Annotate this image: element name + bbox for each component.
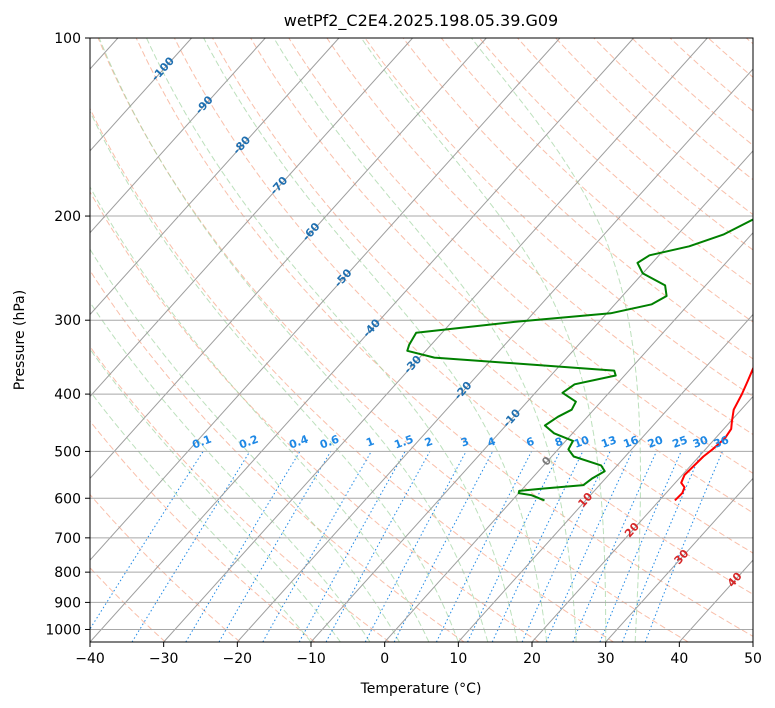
mixing-ratio-label: 1.5 [393, 433, 416, 452]
mixing-ratio-line [545, 451, 633, 642]
y-tick-label: 900 [54, 595, 81, 611]
isotherm-line [90, 38, 192, 152]
isotherm-line [457, 313, 753, 642]
x-tick-label: −30 [149, 651, 179, 667]
dry-adiabat-line [90, 107, 614, 642]
series-lines [406, 218, 753, 502]
mixing-ratio-label: 4 [486, 435, 498, 450]
mixing-ratio-label: 0.2 [237, 433, 260, 452]
isotherm-line [90, 38, 340, 316]
moist-adiabat-line [90, 248, 400, 642]
dry-adiabat-line [288, 38, 753, 474]
isotherm-line [531, 395, 753, 642]
moist-adiabat-line [90, 110, 459, 642]
mixing-ratio-label: 6 [524, 435, 536, 450]
dry-adiabat-line [440, 38, 753, 323]
y-tick-label: 400 [54, 387, 81, 403]
x-tick-label: −40 [75, 651, 105, 667]
dry-adiabat-line [90, 269, 465, 642]
x-tick-label: 50 [744, 651, 762, 667]
moist-adiabat-line [360, 38, 607, 642]
x-tick-label: −20 [223, 651, 253, 667]
y-tick-label: 600 [54, 491, 81, 507]
isotherm-line [236, 68, 753, 642]
dry-adiabat-line [250, 38, 753, 514]
y-tick-label: 100 [54, 31, 81, 47]
dry-adiabat-line [212, 38, 753, 554]
moist-adiabat-line [90, 301, 371, 642]
mixing-ratio-line [621, 451, 703, 642]
mixing-ratio-label: 0.1 [191, 433, 214, 452]
mixing-ratio-line [435, 451, 532, 642]
mixing-ratio-label: 10 [572, 433, 591, 451]
moist-adiabat-line [90, 185, 430, 642]
mixing-ratio-label: 20 [646, 433, 665, 451]
temperature-profile-line [674, 366, 753, 502]
mixing-ratio-line [325, 451, 431, 642]
mixing-ratio-line [644, 451, 723, 642]
isotherm-line [384, 232, 753, 642]
y-tick-label: 800 [54, 565, 81, 581]
mixing-ratio-label: 30 [691, 433, 710, 451]
mixing-ratio-label: 0.4 [287, 433, 310, 452]
x-axis-label: Temperature (°C) [360, 681, 482, 697]
isotherm-line [163, 38, 708, 642]
x-tick-label: −10 [296, 651, 326, 667]
mixing-ratio-label: 25 [671, 433, 690, 450]
moist-adiabat-line [98, 38, 489, 642]
mixing-ratio-line [298, 451, 406, 642]
mixing-ratio-label: 3 [459, 435, 471, 450]
isotherm-line [310, 150, 753, 642]
x-tick-label: 40 [670, 651, 688, 667]
mixing-ratio-line [90, 451, 204, 630]
isotherm-line [90, 38, 413, 398]
mixing-ratio-line [599, 451, 682, 642]
x-tick-label: 10 [449, 651, 467, 667]
x-axis: −40 −30 −20 −10 0 10 20 30 40 50 [75, 642, 762, 667]
mixing-ratio-label: 2 [423, 435, 435, 450]
mixing-ratio-label: 8 [553, 435, 565, 450]
y-tick-label: 200 [54, 209, 81, 225]
dry-adiabat-line [90, 190, 540, 642]
y-tick-label: 500 [54, 444, 81, 460]
y-tick-label: 300 [54, 313, 81, 329]
mixing-ratio-label: 0.6 [318, 433, 341, 452]
dry-adiabat-line [479, 38, 753, 287]
dry-adiabat-line [90, 345, 390, 642]
mixing-ratio-label: 16 [622, 433, 641, 451]
y-tick-label: 700 [54, 531, 81, 547]
dry-adiabat-line [90, 493, 241, 642]
y-axis-label: Pressure (hPa) [12, 290, 28, 390]
chart-title: wetPf2_C2E4.2025.198.05.39.G09 [284, 11, 558, 31]
x-tick-label: 0 [380, 651, 389, 667]
y-tick-label: 1000 [45, 622, 81, 638]
plot-frame [89, 37, 754, 643]
mixing-ratio-label: 1 [364, 435, 376, 450]
dry-adiabat-line [90, 420, 316, 642]
background-lines [90, 38, 753, 642]
moist-adiabat-line [146, 38, 518, 642]
dry-adiabat-line [97, 38, 689, 642]
mixing-ratio-label: 13 [599, 433, 618, 450]
isotherm-line [90, 38, 487, 480]
x-tick-label: 30 [597, 651, 615, 667]
mixing-ratio-label: 36 [712, 433, 731, 451]
isotherm-line [90, 38, 561, 561]
y-axis: 100 200 300 400 500 600 700 800 900 1000 [45, 31, 90, 638]
dewpoint-profile-line [406, 218, 753, 502]
mixing-ratio-line [262, 451, 372, 642]
mixing-ratio-line [572, 451, 657, 642]
isotherm-line [90, 38, 266, 234]
dry-adiabat-line [364, 38, 753, 397]
isotherm-line [605, 477, 753, 642]
moist-adiabat-line [203, 38, 548, 642]
x-tick-label: 20 [523, 651, 541, 667]
isotherm-line [90, 38, 634, 642]
line-labels: 0.1 0.2 0.4 0.6 1 1.5 2 3 4 6 8 10 13 16 20 25 30 36-100-… [149, 54, 745, 590]
